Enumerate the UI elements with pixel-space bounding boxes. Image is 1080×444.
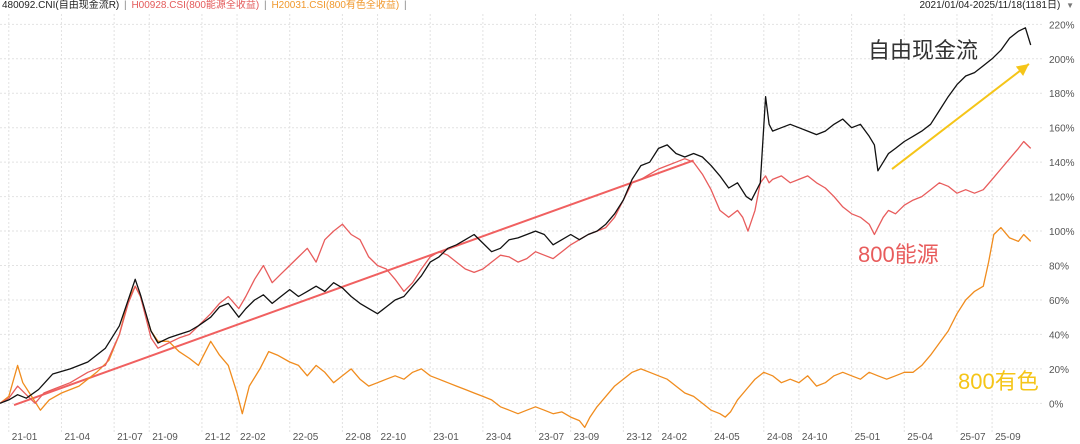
x-tick-label: 24-10 (802, 432, 828, 443)
x-tick-label: 21-01 (12, 432, 38, 443)
date-range[interactable]: 2021/01/04-2025/11/18(1181日) ▼ (919, 0, 1074, 12)
y-tick-label: 100% (1049, 227, 1075, 238)
x-tick-label: 23-12 (626, 432, 652, 443)
dropdown-arrow-icon[interactable]: ▼ (1066, 1, 1074, 10)
y-tick-label: 40% (1049, 330, 1069, 341)
x-tick-label: 21-09 (152, 432, 178, 443)
trend-layer (13, 63, 1030, 406)
trend-line-energy (13, 159, 694, 406)
legend-separator: | (404, 0, 407, 11)
trend-arrow-free-cash-flow (891, 63, 1030, 170)
annotation-free-cash-flow: 自由现金流 (868, 38, 978, 63)
series-line-energy (0, 140, 1032, 404)
x-tick-label: 22-02 (240, 432, 266, 443)
x-tick-label: 25-01 (855, 432, 881, 443)
annotation-energy: 800能源 (858, 242, 939, 267)
x-tick-label: 21-12 (205, 432, 231, 443)
x-tick-label: 23-04 (486, 432, 512, 443)
y-tick-label: 200% (1049, 55, 1075, 66)
x-tick-label: 25-07 (960, 432, 986, 443)
legend-item-energy[interactable]: H00928.CSI(800能源全收益) (131, 0, 260, 11)
x-tick-label: 25-09 (995, 432, 1021, 443)
x-tick-label: 21-07 (117, 432, 143, 443)
legend-item-free-cash-flow[interactable]: 480092.CNI(自由现金流R) (2, 0, 120, 11)
x-tick-label: 21-04 (64, 432, 90, 443)
legend-bar: 480092.CNI(自由现金流R) | H00928.CSI(800能源全收益… (2, 0, 409, 12)
series-line-nonferrous (0, 226, 1032, 429)
x-tick-label: 24-05 (714, 432, 740, 443)
y-tick-label: 120% (1049, 193, 1075, 204)
x-tick-label: 23-01 (433, 432, 459, 443)
series-layer (0, 27, 1032, 429)
date-range-label: 2021/01/04-2025/11/18(1181日) (919, 0, 1061, 11)
x-tick-label: 22-08 (345, 432, 371, 443)
series-line-free-cash-flow (0, 27, 1032, 404)
x-tick-label: 25-04 (907, 432, 933, 443)
y-tick-label: 180% (1049, 89, 1075, 100)
x-tick-label: 22-10 (381, 432, 407, 443)
y-tick-label: 80% (1049, 262, 1069, 273)
y-tick-label: 140% (1049, 158, 1075, 169)
x-tick-label: 24-08 (767, 432, 793, 443)
annotation-layer: 自由现金流 800能源 800有色 (858, 38, 1039, 394)
x-tick-label: 23-09 (574, 432, 600, 443)
legend-item-nonferrous[interactable]: H20031.CSI(800有色全收益) (271, 0, 400, 11)
x-tick-label: 22-05 (293, 432, 319, 443)
x-tick-label: 24-02 (661, 432, 687, 443)
y-tick-label: 20% (1049, 365, 1069, 376)
legend-separator: | (264, 0, 267, 11)
y-tick-label: 160% (1049, 124, 1075, 135)
y-tick-label: 60% (1049, 296, 1069, 307)
grid-layer (0, 14, 1043, 432)
annotation-nonferrous: 800有色 (958, 369, 1039, 394)
legend-separator: | (124, 0, 127, 11)
x-tick-label: 23-07 (539, 432, 565, 443)
tick-layer: 0% 20% 40% 60% 80% 100% 120% 140% 160% 180% 200% 22… (12, 20, 1075, 443)
y-tick-label: 220% (1049, 20, 1075, 31)
y-tick-label: 0% (1049, 399, 1064, 410)
